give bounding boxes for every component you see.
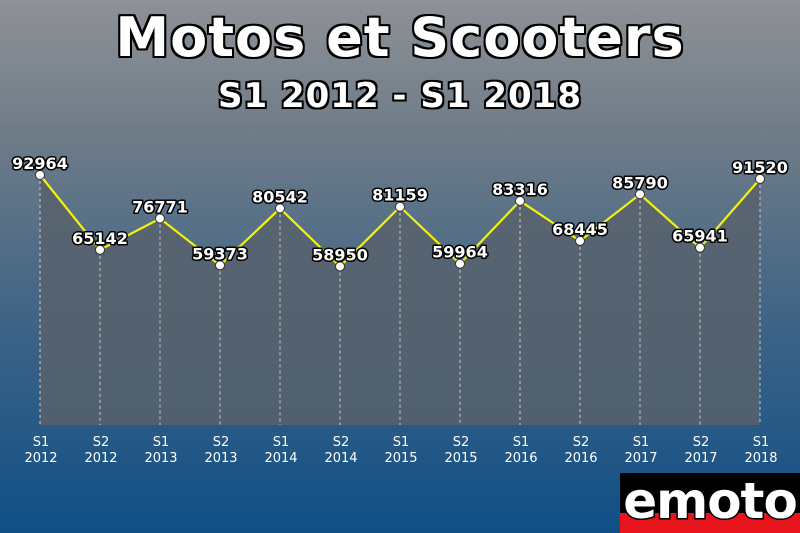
x-tick-label-0-year: 2012 [24,451,57,466]
x-tick-label-4-year: 2014 [264,451,297,466]
x-tick-label-10-year: 2017 [624,451,657,466]
x-tick-label-6-half: S1 [393,435,410,450]
data-label-5: 58950 [312,245,368,264]
x-tick-label-4-half: S1 [273,435,290,450]
logo-red-band [620,513,800,533]
data-label-11: 65941 [672,227,728,246]
data-label-0: 92964 [12,154,68,173]
data-point-7 [455,258,465,269]
x-tick-label-9-year: 2016 [564,451,597,466]
data-label-6: 81159 [372,186,428,205]
data-point-3 [215,260,225,271]
x-tick-label-1-year: 2012 [84,451,117,466]
x-tick-label-12-year: 2018 [744,451,777,466]
data-label-2: 76771 [132,198,188,217]
data-label-12: 91520 [732,158,788,177]
logo-wordmark: emoto [622,472,800,530]
x-tick-label-0-half: S1 [33,435,50,450]
x-tick-label-1-half: S2 [93,435,110,450]
x-tick-label-7-half: S2 [453,435,470,450]
data-point-0 [35,170,45,180]
x-tick-label-8-year: 2016 [504,451,537,466]
data-label-3: 59373 [192,244,248,263]
data-point-11 [695,242,705,253]
x-tick-label-3-year: 2013 [204,451,237,466]
logo-black-band [620,473,800,513]
x-tick-label-3-half: S2 [213,435,230,450]
x-tick-label-2-half: S1 [153,435,170,450]
data-label-10: 85790 [612,173,668,192]
x-tick-label-12-half: S1 [753,435,770,450]
data-point-6 [395,201,405,212]
data-point-8 [515,195,525,206]
data-label-4: 80542 [252,187,308,206]
data-point-4 [275,203,285,214]
emoto-logo: emoto [620,473,800,533]
x-tick-label-8-half: S1 [513,435,530,450]
data-label-9: 68445 [552,220,608,239]
data-label-7: 59964 [432,243,488,262]
x-tick-label-11-year: 2017 [684,451,717,466]
data-point-12 [755,173,765,184]
chart-subtitle: S1 2012 - S1 2018 [217,76,582,116]
x-tick-label-7-year: 2015 [444,451,477,466]
chart-title: Motos et Scooters [115,6,685,69]
x-tick-label-5-half: S2 [333,435,350,450]
data-label-8: 83316 [492,180,548,199]
x-tick-label-6-year: 2015 [384,451,417,466]
data-point-1 [95,244,105,255]
x-tick-label-5-year: 2014 [324,451,357,466]
data-point-9 [575,235,585,246]
data-point-10 [635,189,645,200]
x-tick-label-9-half: S2 [573,435,590,450]
data-label-1: 65142 [72,229,128,248]
data-point-2 [155,213,165,224]
x-tick-label-10-half: S1 [633,435,650,450]
x-tick-label-2-year: 2013 [144,451,177,466]
x-tick-label-11-half: S2 [693,435,710,450]
data-point-5 [335,261,345,272]
